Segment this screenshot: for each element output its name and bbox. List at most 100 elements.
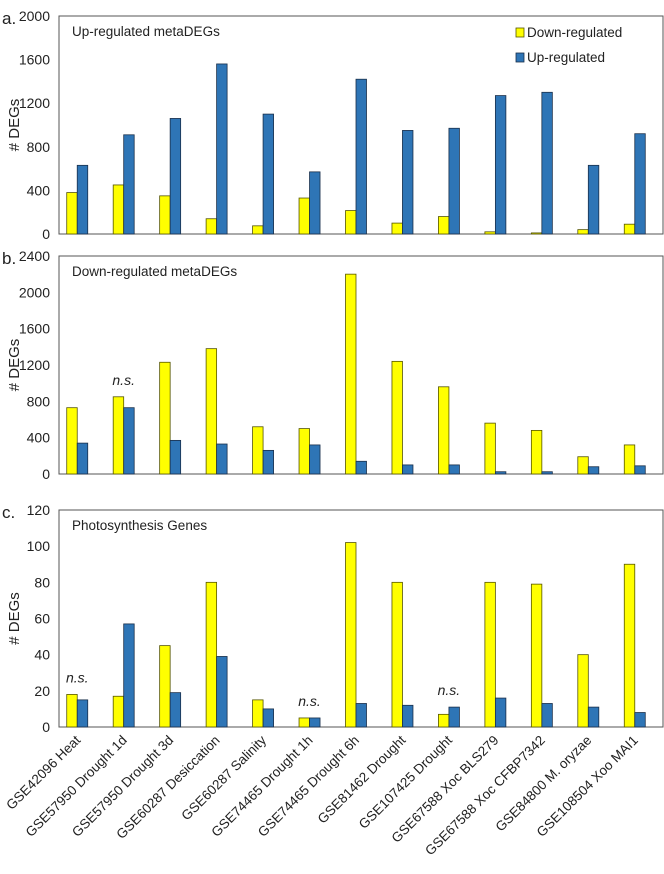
bar-up-regulated [123, 407, 135, 475]
bar-down-regulated [252, 426, 264, 475]
bar-down-regulated [577, 456, 589, 475]
bar-up-regulated [169, 439, 182, 475]
legend-label-up: Up-regulated [527, 50, 605, 65]
bar-up-regulated [448, 127, 460, 235]
bar-down-regulated [438, 216, 450, 235]
bar-up-regulated [355, 460, 367, 475]
bar-up-regulated [402, 130, 414, 235]
bar-down-regulated [623, 563, 636, 728]
bar-up-regulated [448, 464, 460, 475]
bar-up-regulated [634, 465, 646, 475]
bar-down-regulated [345, 542, 357, 728]
y-tick-label: 60 [34, 611, 50, 627]
bar-up-regulated [541, 91, 553, 235]
bar-up-regulated [587, 164, 600, 235]
significance-annotation: n.s. [438, 682, 461, 698]
bar-down-regulated [112, 396, 125, 475]
bar-down-regulated [623, 223, 636, 235]
bar-down-regulated [159, 195, 171, 235]
bar-down-regulated [298, 197, 310, 235]
panel-title: Photosynthesis Genes [72, 518, 207, 533]
significance-annotation: n.s. [112, 372, 135, 388]
y-axis-label: # DEGs [6, 592, 23, 645]
y-tick-label: 800 [27, 393, 51, 409]
y-tick-label: 400 [27, 182, 51, 198]
bar-up-regulated [494, 95, 507, 235]
bar-down-regulated [623, 444, 636, 475]
significance-annotation: n.s. [66, 669, 89, 685]
y-tick-label: 1600 [19, 52, 50, 68]
bar-down-regulated [159, 361, 171, 475]
bar-down-regulated [484, 422, 496, 475]
y-tick-label: 400 [27, 430, 51, 446]
y-tick-label: 1200 [19, 95, 50, 111]
bar-down-regulated [438, 386, 450, 475]
legend-swatch-down [515, 27, 525, 38]
plot-frame [58, 255, 664, 475]
bar-down-regulated [205, 218, 218, 235]
significance-annotation: n.s. [298, 693, 321, 709]
bar-up-regulated [494, 697, 507, 728]
bar-up-regulated [169, 692, 182, 728]
bar-down-regulated [298, 717, 310, 728]
bar-down-regulated [205, 348, 218, 475]
y-tick-label: 0 [42, 466, 50, 482]
bar-down-regulated [530, 583, 543, 728]
x-tick-label: GSE81462 Drought [315, 732, 409, 826]
bar-up-regulated [634, 133, 646, 235]
bar-up-regulated [76, 699, 89, 728]
bar-up-regulated [634, 712, 646, 728]
bar-up-regulated [262, 708, 274, 728]
y-tick-label: 0 [42, 226, 50, 242]
bar-down-regulated [66, 192, 78, 235]
bar-up-regulated [76, 164, 89, 235]
bar-down-regulated [438, 713, 450, 728]
legend-label-down: Down-regulated [527, 25, 622, 40]
bar-up-regulated [262, 449, 274, 475]
bar-up-regulated [402, 464, 414, 475]
plot-frame [58, 509, 664, 728]
y-tick-label: 2400 [19, 248, 50, 264]
bar-down-regulated [530, 232, 543, 235]
bar-down-regulated [484, 581, 496, 728]
bar-down-regulated [391, 581, 403, 728]
bar-down-regulated [66, 407, 78, 475]
bar-up-regulated [216, 63, 228, 235]
y-tick-label: 100 [27, 538, 51, 554]
bar-up-regulated [262, 113, 274, 235]
y-tick-label: 120 [27, 502, 51, 518]
bar-down-regulated [112, 695, 125, 728]
y-tick-label: 0 [42, 719, 50, 735]
bar-down-regulated [252, 225, 264, 235]
bar-down-regulated [66, 694, 78, 728]
bar-up-regulated [587, 466, 600, 475]
bar-up-regulated [309, 171, 321, 235]
y-tick-label: 800 [27, 139, 51, 155]
bar-down-regulated [205, 581, 218, 728]
y-tick-label: 1600 [19, 321, 50, 337]
y-tick-label: 20 [34, 683, 50, 699]
bar-down-regulated [530, 429, 543, 475]
bar-up-regulated [448, 706, 460, 728]
bar-up-regulated [355, 78, 367, 235]
panel-title: Down-regulated metaDEGs [72, 264, 237, 279]
bar-down-regulated [484, 231, 496, 235]
bar-down-regulated [391, 222, 403, 235]
legend-swatch-up [515, 52, 525, 63]
y-tick-label: 40 [34, 647, 50, 663]
bar-up-regulated [355, 703, 367, 728]
bar-up-regulated [216, 443, 228, 475]
y-axis-label: # DEGs [6, 99, 23, 152]
bar-up-regulated [216, 656, 228, 728]
bar-up-regulated [76, 442, 89, 475]
y-tick-label: 1200 [19, 357, 50, 373]
y-tick-label: 2000 [19, 284, 50, 300]
bar-down-regulated [159, 645, 171, 728]
panel-label: c. [2, 503, 15, 522]
bar-up-regulated [541, 471, 553, 475]
bar-down-regulated [391, 360, 403, 475]
x-tick-label: GSE60287 Salinity [178, 732, 269, 823]
bar-up-regulated [541, 703, 553, 728]
bar-down-regulated [577, 229, 589, 235]
